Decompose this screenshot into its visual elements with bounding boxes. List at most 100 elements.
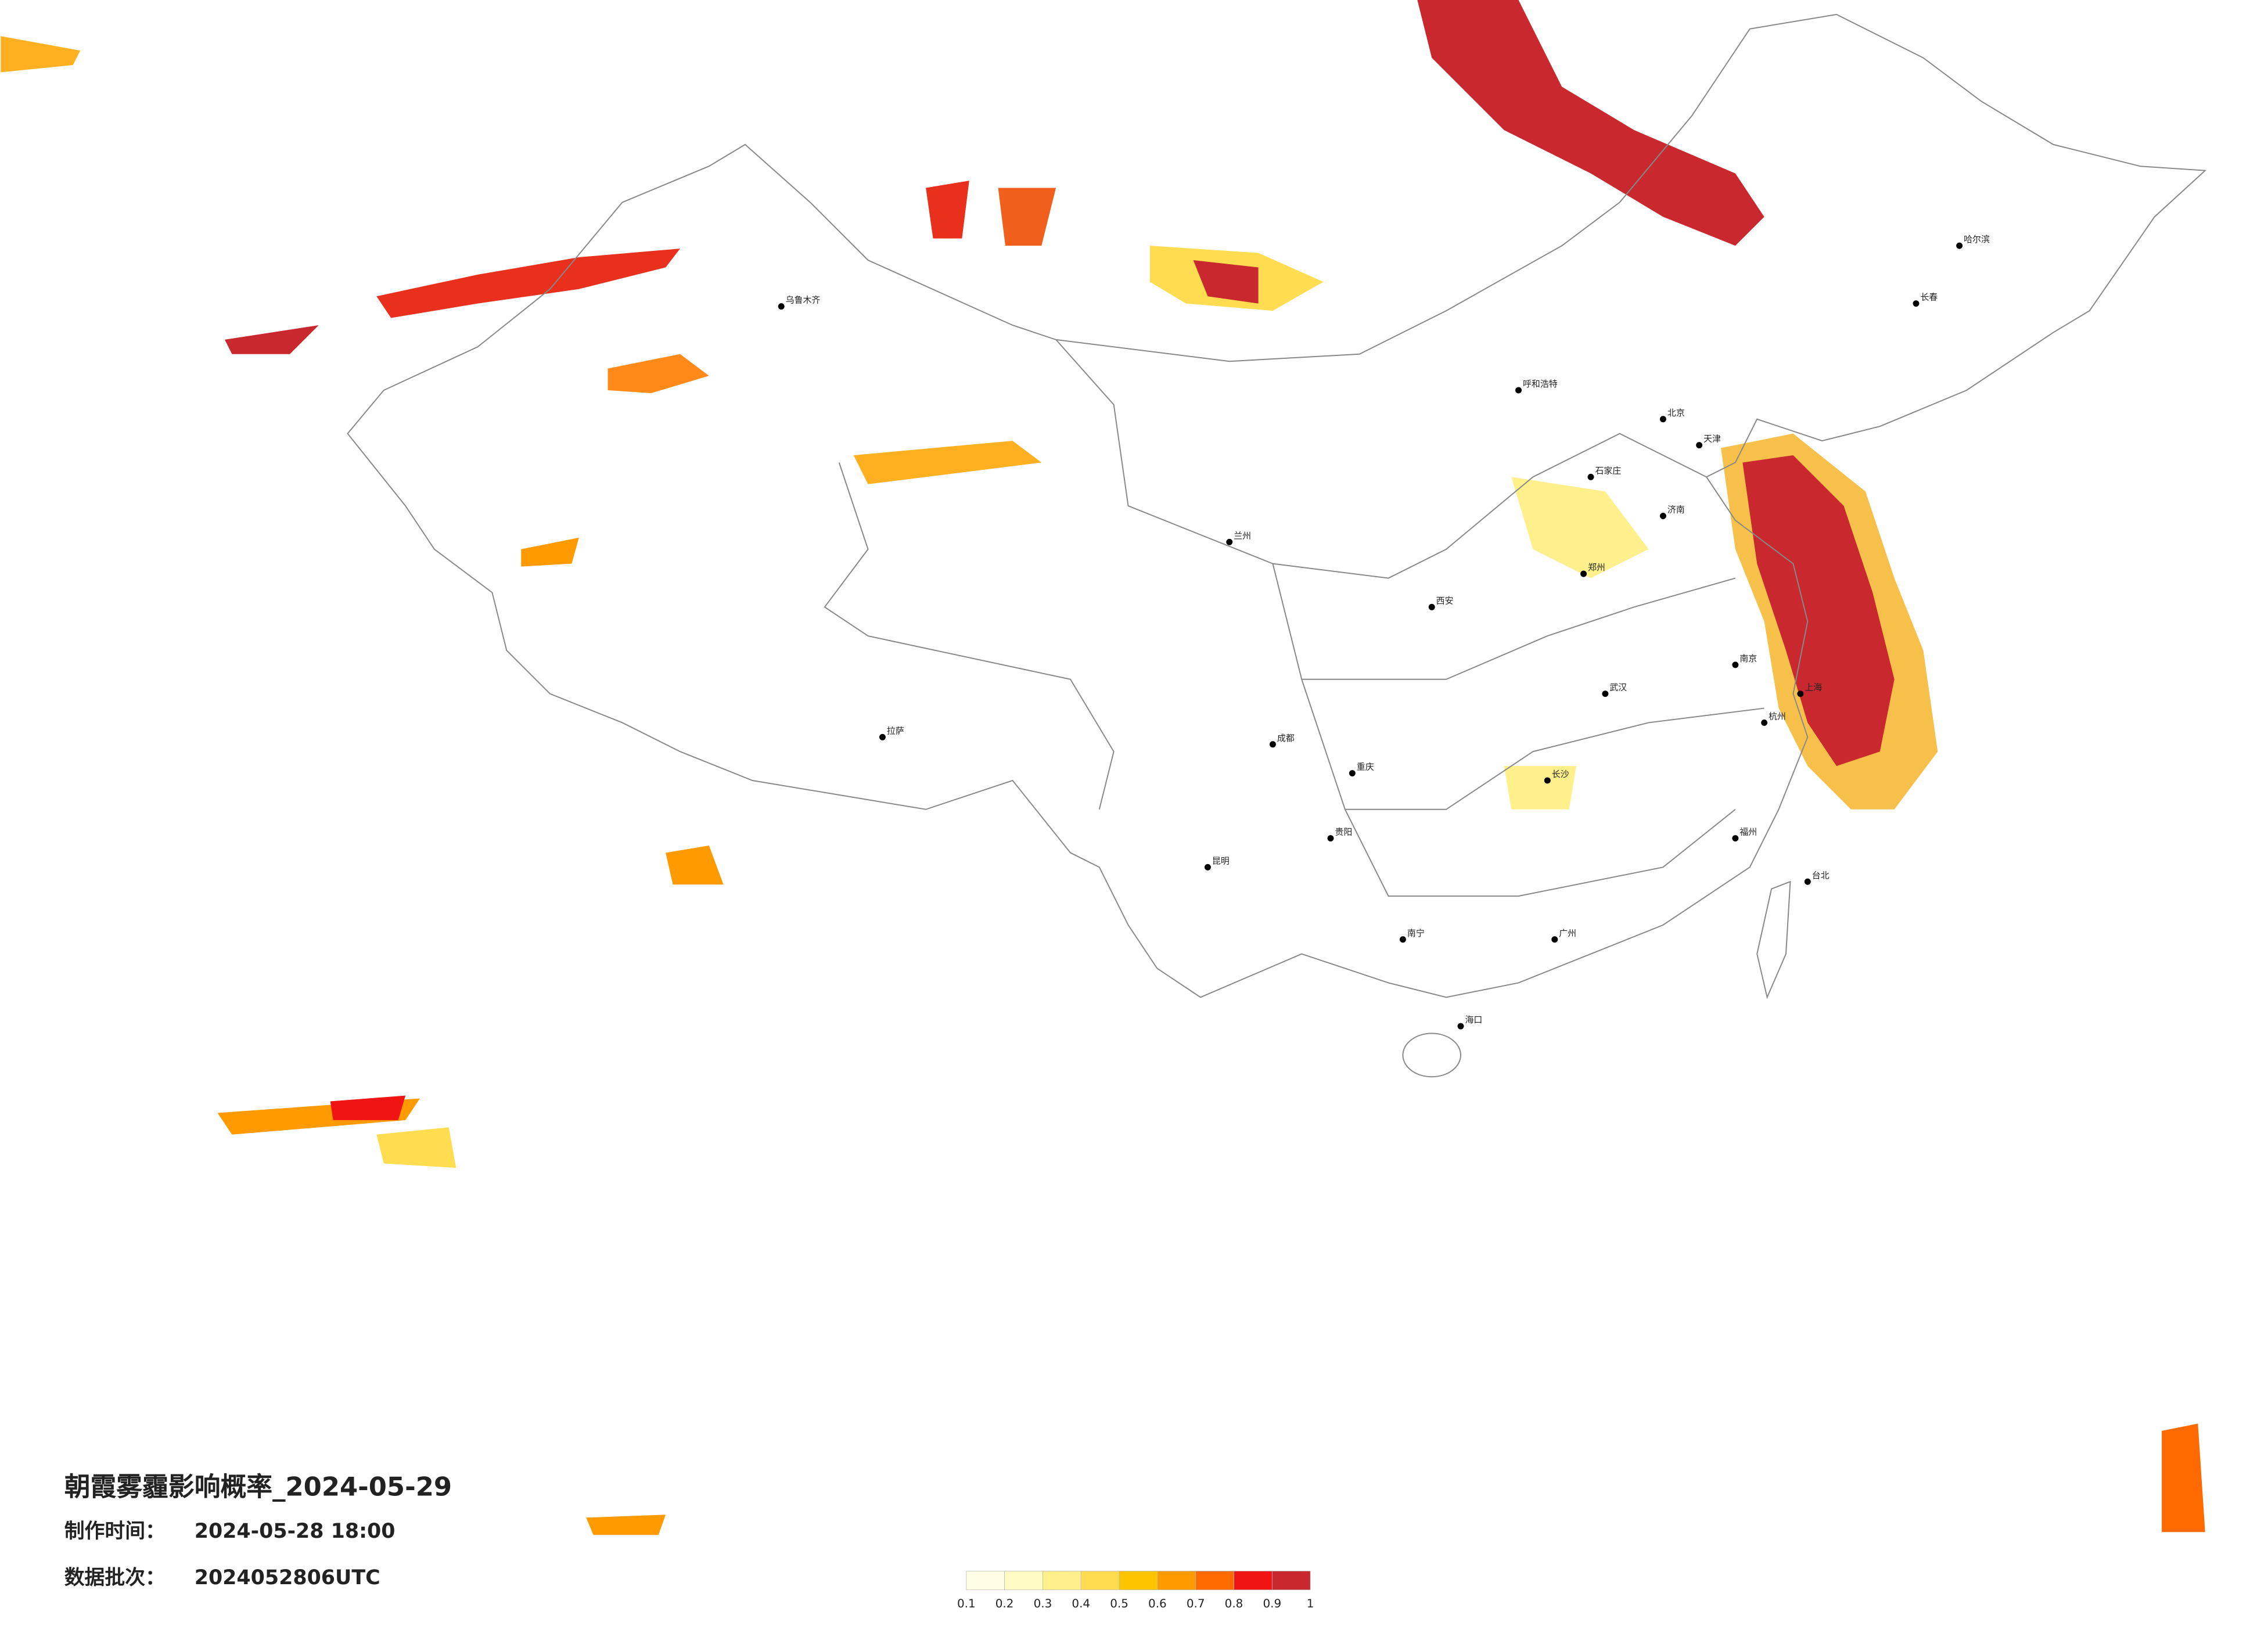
- city-label: 海口: [1465, 1015, 1482, 1025]
- city-label: 武汉: [1609, 682, 1627, 693]
- city-label: 台北: [1812, 870, 1830, 880]
- colorbar-swatch: [966, 1571, 1005, 1591]
- city-dot: [1428, 603, 1435, 610]
- city-dot: [1761, 719, 1768, 726]
- colorbar-swatch: [1234, 1571, 1273, 1591]
- city-label: 拉萨: [887, 725, 904, 736]
- haze-area: [2162, 1423, 2205, 1533]
- city-label: 上海: [1805, 682, 1822, 693]
- city-dot: [1732, 661, 1739, 668]
- haze-area: [1742, 455, 1895, 767]
- city-dot: [1732, 835, 1739, 842]
- production-time: 2024-05-28 18:00: [195, 1520, 396, 1543]
- city-label: 福州: [1739, 827, 1757, 837]
- city-dot: [1515, 387, 1522, 394]
- production-time-label: 制作时间：: [64, 1520, 166, 1543]
- city-dot: [879, 733, 886, 740]
- colorbar-tick-label: 0.4: [1072, 1597, 1090, 1610]
- province-border: [824, 339, 1764, 897]
- city-label: 贵阳: [1335, 827, 1352, 837]
- colorbar-swatch: [1004, 1571, 1043, 1591]
- city-dot: [1226, 538, 1233, 545]
- country-border: [347, 13, 2207, 998]
- city-label: 广州: [1559, 928, 1576, 938]
- hainan-border: [1402, 1033, 1461, 1078]
- colorbar-swatch: [1271, 1571, 1311, 1591]
- city-label: 济南: [1667, 505, 1685, 515]
- taiwan-border: [1756, 880, 1791, 999]
- city-dot: [778, 303, 785, 310]
- city-label: 乌鲁木齐: [786, 295, 821, 305]
- city-label: 重庆: [1357, 762, 1374, 772]
- city-label: 成都: [1277, 733, 1295, 743]
- city-label: 西安: [1436, 595, 1454, 606]
- haze-area: [376, 1127, 457, 1168]
- colorbar-swatch: [1195, 1571, 1234, 1591]
- borders: [347, 13, 2207, 1078]
- haze-area: [1, 36, 81, 73]
- city-dot: [1804, 878, 1811, 885]
- colorbar-swatch: [1119, 1571, 1158, 1591]
- city-label: 石家庄: [1595, 465, 1621, 476]
- city-label: 杭州: [1769, 711, 1786, 721]
- city-dot: [1399, 936, 1406, 943]
- city-dot: [1913, 300, 1920, 307]
- colorbar-tick-label: 0.9: [1263, 1597, 1281, 1610]
- batch-label: 数据批次：: [64, 1566, 166, 1589]
- city-label: 兰州: [1234, 530, 1251, 541]
- city-dot: [1580, 570, 1587, 577]
- city-label: 哈尔滨: [1964, 234, 1990, 244]
- city-label: 南京: [1739, 653, 1757, 664]
- city-label: 昆明: [1212, 855, 1230, 866]
- haze-area: [926, 181, 969, 239]
- colorbar-tick-label: 0.1: [957, 1597, 976, 1610]
- city-dot: [1457, 1023, 1464, 1030]
- haze-area: [330, 1095, 406, 1120]
- colorbar-tick-label: 0.7: [1187, 1597, 1205, 1610]
- colorbar-tick-label: 1: [1307, 1597, 1314, 1610]
- city-label: 天津: [1703, 434, 1721, 444]
- city-label: 南宁: [1407, 928, 1425, 938]
- city-dot: [1327, 835, 1334, 842]
- haze-area: [586, 1515, 666, 1535]
- city-dot: [1544, 777, 1551, 784]
- haze-area: [853, 441, 1042, 484]
- colorbar: 0.1 0.2 0.3 0.4 0.5 0.6 0.7 0.8 0.9 1: [957, 1571, 1314, 1610]
- city-dot: [1659, 513, 1666, 520]
- city-dot: [1551, 936, 1558, 943]
- colorbar-swatch: [1080, 1571, 1120, 1591]
- city-dot: [1696, 442, 1703, 449]
- colorbar-swatch: [1157, 1571, 1196, 1591]
- city-dot: [1204, 864, 1211, 870]
- city-label: 北京: [1667, 408, 1685, 418]
- colorbar-tick-label: 0.3: [1034, 1597, 1052, 1610]
- colorbar-tick-label: 0.8: [1225, 1597, 1243, 1610]
- haze-area: [521, 537, 579, 567]
- haze-area: [1504, 766, 1577, 810]
- haze-area: [666, 846, 724, 885]
- city-dot: [1797, 690, 1804, 697]
- city-dot: [1269, 741, 1276, 748]
- city-dot: [1659, 416, 1666, 423]
- city-dot: [1956, 242, 1963, 249]
- colorbar-tick-label: 0.2: [995, 1597, 1014, 1610]
- city-dot: [1349, 770, 1356, 777]
- haze-area: [998, 188, 1056, 246]
- city-dot: [1587, 473, 1594, 480]
- city-label: 郑州: [1588, 562, 1605, 573]
- colorbar-tick-label: 0.6: [1148, 1597, 1167, 1610]
- haze-area: [1193, 260, 1259, 304]
- colorbar-tick-label: 0.5: [1110, 1597, 1128, 1610]
- haze-area: [608, 354, 709, 393]
- haze-area: [1511, 477, 1649, 578]
- haze-area: [376, 249, 680, 318]
- haze-area: [1417, 0, 1764, 246]
- batch: 2024052806UTC: [195, 1566, 380, 1589]
- city-dot: [1602, 690, 1609, 697]
- map-title: 朝霞雾霾影响概率_2024-05-29: [64, 1472, 452, 1502]
- colorbar-swatch: [1043, 1571, 1081, 1591]
- haze-area: [224, 325, 319, 354]
